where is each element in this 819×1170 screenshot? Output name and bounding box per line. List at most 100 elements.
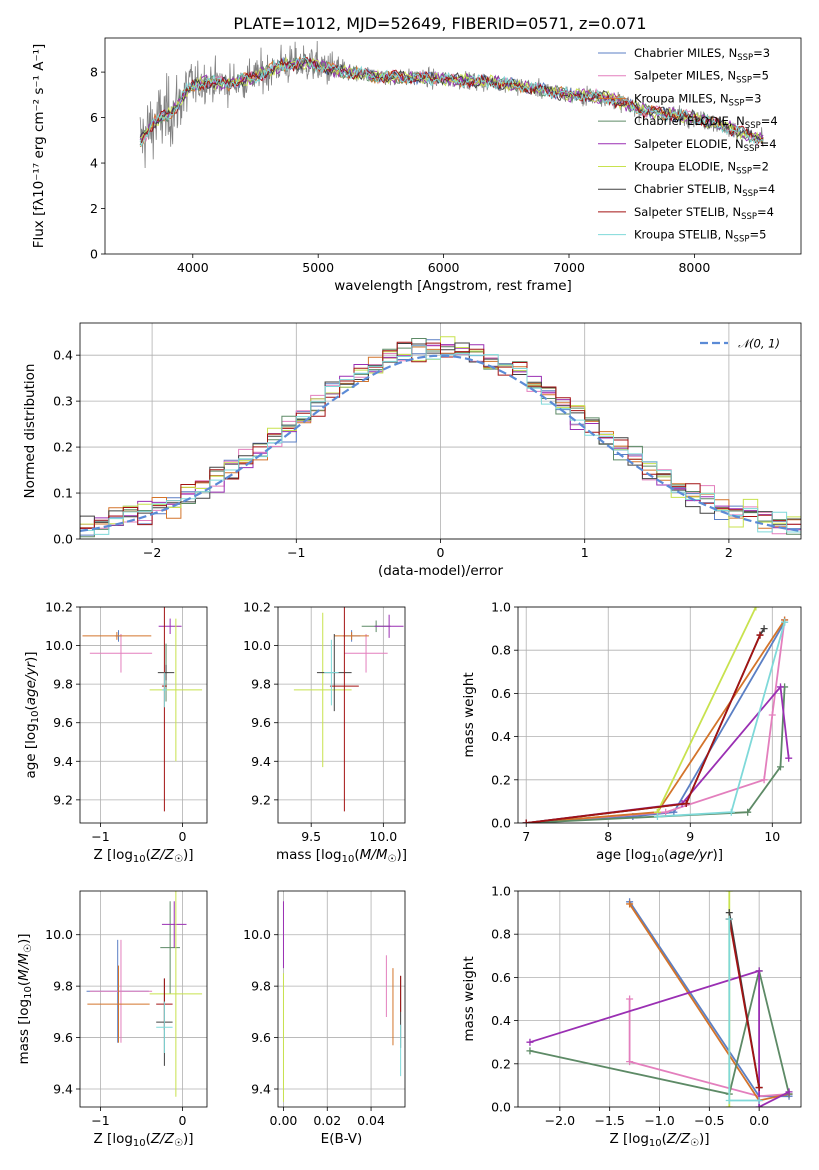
weight_vs_Z-marker-kroupa_stelib: [725, 1097, 733, 1105]
spectrum-model-chabrier_stelib: [139, 56, 764, 147]
mass_vs_Z-ytick-label: 9.6: [53, 1030, 73, 1045]
weight_vs_age-series-salpeter_stelib: [522, 631, 764, 823]
weight_vs_age-line-kroupa_elodie: [656, 607, 757, 813]
weight_vs_age-series-chabrier_stelib: [522, 625, 768, 823]
weight_vs_Z-plot-area: [526, 891, 793, 1107]
weight_vs_Z-series-salpeter_elodie: [526, 967, 793, 1107]
weight_vs_Z-line-salpeter_elodie: [529, 969, 790, 1107]
age_vs_Z-ytick-label: 9.6: [53, 715, 73, 730]
mass_vs_Z-frame: [79, 890, 208, 1108]
weight_vs_age-marker-salpeter_miles: [662, 808, 670, 816]
panel-mass_vs_Z: −1 0 9.4 9.6 9.8 10.0 Z [log10(Z/Z☉)] mass [log…: [16, 890, 208, 1149]
age_vs_mass-ytick-label: 10.0: [243, 638, 271, 653]
weight_vs_age-line-salpeter_stelib: [526, 634, 761, 823]
mass_vs_Z-ytick-label: 9.8: [53, 979, 73, 994]
residuals-xtick-label: −2: [143, 545, 161, 560]
age_vs_mass-point-salpeter_miles: [344, 634, 388, 673]
spectrum-xtick-label: 6000: [428, 260, 460, 275]
weight_vs_Z-marker-chabrier_stelib: [725, 909, 733, 917]
mass_vs_Z-xtick-label: −1: [91, 1113, 109, 1128]
mass_vs_ebv-xlabel: E(B-V): [321, 1131, 363, 1147]
weight_vs_age-xtick-label: 10: [764, 829, 780, 844]
mass_vs_Z-point-kroupa_miles: [87, 965, 150, 1043]
weight_vs_age-marker-chabrier_elodie: [776, 763, 784, 771]
weight_vs_age-marker-salpeter_stelib: [522, 819, 530, 823]
panel-spectrum: 4000 5000 6000 7000 8000 0 2 4 6 8 wavelength [Ang…: [31, 37, 802, 294]
weight_vs_age-line-chabrier_stelib: [526, 628, 765, 823]
weight_vs_age-ylabel: mass weight: [461, 672, 477, 757]
age_vs_mass-point-salpeter_stelib: [329, 607, 359, 812]
mass_vs_ebv-xtick-label: 0.02: [313, 1113, 341, 1128]
legend-label-salpeter_stelib: Salpeter STELIB, NSSP=4: [634, 205, 774, 222]
weight_vs_age-line-chabrier_elodie: [526, 686, 786, 823]
panel-mass_vs_ebv: 0.00 0.02 0.04 9.4 9.6 9.8 10.0 E(B-V): [243, 890, 406, 1147]
spectrum-xtick-label: 7000: [553, 260, 585, 275]
mass_vs_Z-point-kroupa_elodie: [149, 891, 203, 1097]
age_vs_Z-point-salpeter_elodie: [158, 618, 182, 634]
age_vs_mass-xtick-label: 9.5: [301, 829, 321, 844]
age_vs_mass-ytick-label: 10.2: [243, 600, 271, 615]
weight_vs_Z-series-salpeter_stelib: [725, 915, 763, 1092]
spectrum-model-kroupa_miles: [139, 56, 764, 148]
weight_vs_Z-xtick-label: −1.0: [644, 1113, 674, 1128]
age_vs_Z-xtick-label: −1: [91, 829, 109, 844]
weight_vs_Z-line-salpeter_stelib: [728, 918, 760, 1088]
age_vs_mass-grid: [278, 606, 405, 823]
weight_vs_age-marker-kroupa_stelib: [781, 618, 789, 626]
panel-weight_vs_age: 7 8 9 10 0.0 0.2 0.4 0.6 0.8 1.0 mass weight age [l…: [461, 600, 802, 865]
age_vs_mass-point-kroupa_stelib: [324, 639, 339, 706]
hist-kroupa_stelib: [80, 345, 801, 539]
weight_vs_age-marker-salpeter_elodie: [776, 683, 784, 691]
mass_vs_Z-xlabel: Z [log10(Z/Z☉)]: [94, 1131, 194, 1149]
legend-label-chabrier_stelib: Chabrier STELIB, NSSP=4: [634, 182, 775, 199]
weight_vs_Z-ytick-label: 1.0: [491, 884, 511, 899]
weight_vs_age-xtick-label: 7: [522, 829, 530, 844]
weight_vs_Z-marker-salpeter_elodie: [526, 1038, 534, 1046]
panel-weight_vs_Z: −2.0 −1.5 −1.0 −0.5 0.0 0.0 0.2 0.4 0.6 0.8 1.0 mas…: [461, 884, 802, 1149]
weight_vs_Z-marker-kroupa_stelib: [755, 1097, 763, 1105]
mass_vs_Z-plot-area: [86, 891, 203, 1097]
age_vs_mass-frame: [277, 606, 406, 824]
weight_vs_age-marker-salpeter_miles: [760, 776, 768, 784]
mass_vs_ebv-plot-area: [282, 901, 402, 1102]
weight_vs_age-ytick-label: 0.2: [491, 772, 511, 787]
weight_vs_Z-line-chabrier_elodie: [529, 970, 790, 1096]
weight_vs_age-marker-kroupa_elodie: [752, 607, 760, 611]
residuals-xlabel: (data-model)/error: [378, 563, 504, 579]
weight_vs_age-ytick-label: 0.0: [491, 816, 511, 831]
spectrum-ytick-label: 0: [90, 247, 98, 262]
age_vs_mass-ytick-label: 9.6: [251, 715, 271, 730]
weight_vs_Z-ytick-label: 0.8: [491, 927, 511, 942]
weight_vs_age-xtick-label: 8: [604, 829, 612, 844]
mass_vs_Z-point-salpeter_miles: [89, 939, 153, 1043]
age_vs_mass-ytick-label: 9.2: [251, 792, 271, 807]
residuals-ytick-label: 0.2: [53, 440, 73, 455]
weight_vs_Z-series-kroupa_stelib: [725, 915, 763, 1105]
age_vs_Z-point-kroupa_elodie: [149, 618, 203, 762]
weight_vs_age-series-salpeter_miles: [522, 616, 789, 823]
weight_vs_age-marker-salpeter_stelib: [756, 631, 764, 639]
spectrum-frame: [104, 37, 802, 255]
legend-label-normal: 𝒩(0, 1): [738, 337, 780, 351]
weight_vs_Z-ytick-label: 0.4: [491, 1013, 511, 1028]
weight_vs_Z-xlabel: Z [log10(Z/Z☉)]: [610, 1131, 710, 1149]
residuals-legend: 𝒩(0, 1): [700, 337, 780, 351]
weight_vs_Z-xtick-label: 0.0: [749, 1113, 769, 1128]
weight_vs_Z-ytick-label: 0.2: [491, 1056, 511, 1071]
panel-age_vs_mass: 9.5 10.0 9.2 9.4 9.6 9.8 10.0 10.2 mass [log10(M…: [243, 600, 407, 866]
mass_vs_ebv-ytick-label: 9.8: [251, 979, 271, 994]
residuals-ytick-label: 0.4: [53, 348, 73, 363]
residuals-xtick-label: 0: [437, 545, 445, 560]
weight_vs_Z-ytick-label: 0.0: [491, 1100, 511, 1115]
weight_vs_age-xtick-label: 9: [686, 829, 694, 844]
age_vs_mass-xtick-label: 10.0: [369, 829, 397, 844]
weight_vs_Z-marker-salpeter_miles: [626, 995, 634, 1003]
weight_vs_Z-xtick-label: −2.0: [545, 1113, 575, 1128]
weight_vs_age-marker-salpeter_stelib: [682, 800, 690, 808]
mass_vs_Z-point-kroupa_stelib: [156, 1001, 173, 1053]
weight_vs_age-line-chabrier_miles: [526, 621, 786, 823]
panel-age_vs_Z: −1 0 9.2 9.4 9.6 9.8 10.0 10.2 Z [log10(Z/Z☉)] ag…: [23, 600, 208, 865]
weight_vs_age-series-kroupa_stelib: [653, 618, 789, 821]
age_vs_Z-ytick-label: 9.4: [53, 754, 73, 769]
